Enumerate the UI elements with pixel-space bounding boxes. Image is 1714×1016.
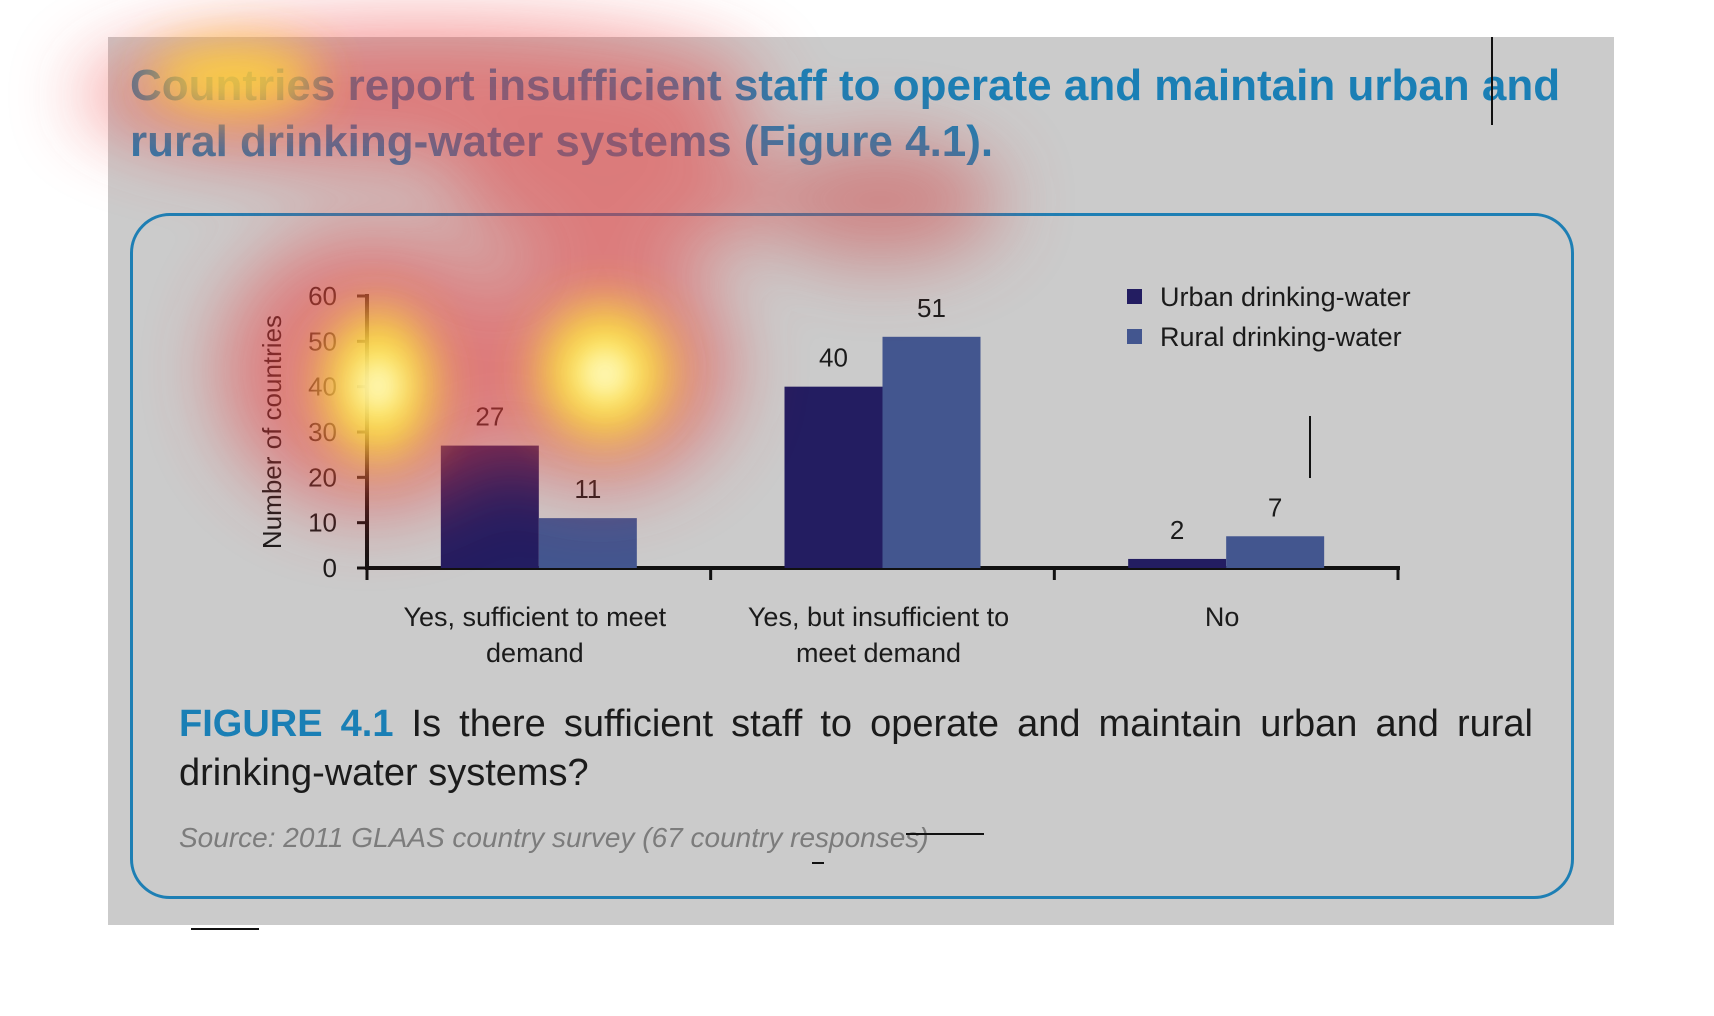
figure-number: FIGURE 4.1 [179,703,394,745]
underline-mark [906,833,984,835]
bar-rural [1226,536,1325,568]
figure-caption: FIGURE 4.1 Is there sufficient staff to … [179,700,1533,798]
x-category-label: Yes, sufficient to meet [403,602,666,632]
bar-urban [784,386,883,568]
data-label: 51 [917,293,946,323]
y-tick-label: 30 [308,417,337,447]
y-axis-title: Number of countries [257,315,287,549]
data-label: 7 [1268,492,1282,522]
y-tick-label: 40 [308,372,337,402]
x-category-label: meet demand [796,638,961,668]
y-tick-label: 60 [308,281,337,311]
data-label: 2 [1170,515,1184,545]
y-tick-label: 50 [308,326,337,356]
text-cursor [1309,416,1311,478]
bar-urban [1128,558,1227,568]
x-category-label: No [1205,602,1240,632]
underline-mark [191,928,259,930]
bar-urban [440,445,539,568]
y-tick-label: 20 [308,462,337,492]
x-category-label: demand [486,638,584,668]
source-note: Source: 2011 GLAAS country survey (67 co… [179,822,929,853]
data-label: 11 [574,474,601,504]
legend-label: Urban drinking-water [1160,282,1411,312]
legend-swatch [1127,289,1142,304]
legend-label: Rural drinking-water [1160,322,1402,352]
bar-rural [882,336,981,568]
data-label: 27 [475,402,504,432]
y-tick-label: 0 [323,553,337,583]
underline-mark [812,862,824,864]
data-label: 40 [819,343,848,373]
bar-rural [538,518,637,568]
legend-swatch [1127,329,1142,344]
text-cursor [1491,37,1493,125]
figure-caption-text: Is there sufficient staff to operate and… [179,703,1533,794]
x-category-label: Yes, but insufficient to [748,602,1009,632]
y-tick-label: 10 [308,508,337,538]
